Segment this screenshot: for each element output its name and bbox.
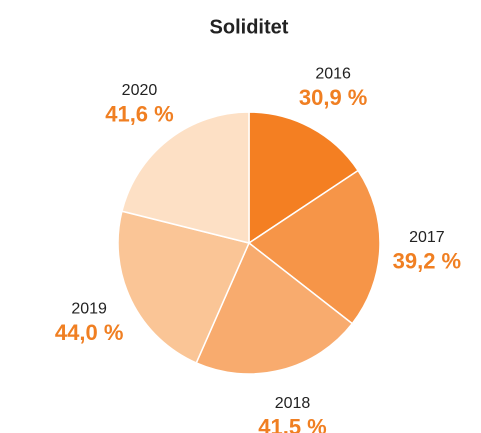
pie-slice (121, 111, 250, 244)
pie-slice (117, 210, 251, 364)
slice-value-label: 44,0 % (55, 320, 124, 345)
pie-slice (248, 111, 360, 245)
slice-category-label: 2017 (409, 229, 445, 246)
slice-category-label: 2018 (275, 395, 311, 412)
slice-category-label: 2020 (122, 82, 158, 99)
chart-title: Soliditet (210, 16, 289, 38)
slice-value-label: 41,6 % (105, 101, 174, 126)
slice-category-label: 2019 (71, 301, 107, 318)
slice-category-label: 2016 (315, 65, 351, 82)
slice-value-label: 41,5 % (258, 414, 327, 433)
slice-value-label: 39,2 % (393, 249, 462, 274)
slice-value-label: 30,9 % (299, 85, 368, 110)
pie-slice (247, 169, 381, 325)
